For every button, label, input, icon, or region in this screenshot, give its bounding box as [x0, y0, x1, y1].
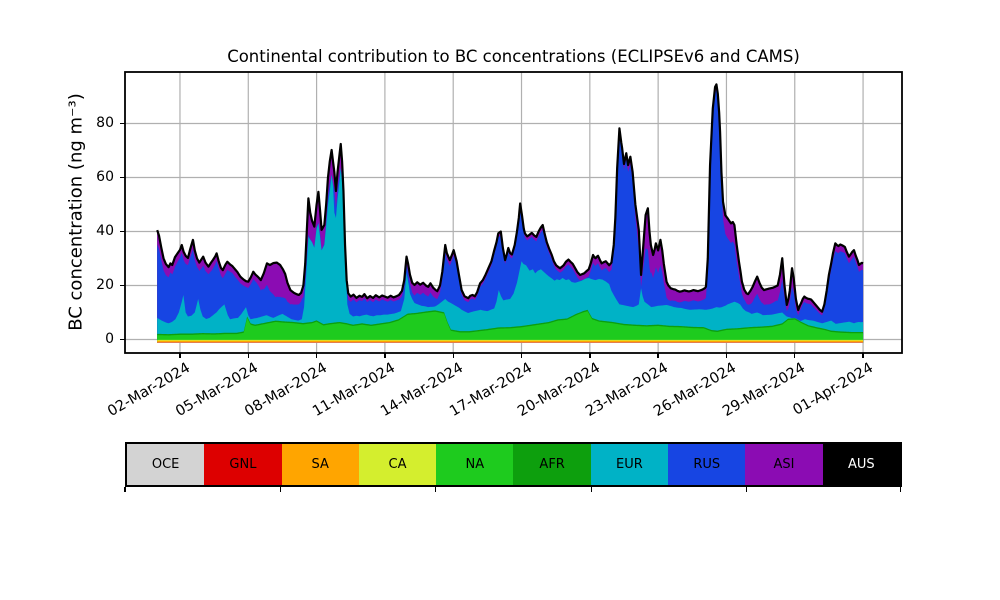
y-tick-label: 20 — [96, 276, 114, 293]
legend: OCE GNL SA CA NA AFR EUR RUS ASI AUS — [125, 442, 902, 487]
legend-item-gnl: GNL — [204, 444, 282, 485]
legend-item-aus: AUS — [822, 444, 900, 485]
x-tick — [315, 353, 318, 358]
x-tick — [725, 353, 728, 358]
y-tick — [120, 338, 125, 341]
legend-tick — [279, 487, 282, 492]
y-tick-label: 0 — [105, 330, 114, 347]
x-tick — [862, 353, 864, 358]
legend-item-na: NA — [436, 444, 514, 485]
x-tick — [794, 353, 796, 358]
legend-tick — [590, 487, 592, 492]
legend-item-ca: CA — [358, 444, 437, 485]
legend-item-asi: ASI — [745, 444, 823, 485]
legend-item-rus: RUS — [668, 444, 746, 485]
legend-item-sa: SA — [281, 444, 359, 485]
legend-item-eur: EUR — [590, 444, 669, 485]
y-tick — [120, 122, 125, 125]
x-tick — [520, 353, 523, 358]
legend-item-oce: OCE — [127, 444, 205, 485]
y-tick-label: 40 — [96, 222, 114, 239]
legend-tick — [435, 487, 437, 492]
plot-area — [124, 71, 903, 354]
legend-tick — [745, 487, 748, 492]
y-tick-label: 80 — [96, 114, 114, 131]
x-tick — [452, 353, 454, 358]
legend-item-afr: AFR — [513, 444, 591, 485]
y-tick — [120, 176, 125, 179]
chart-title: Continental contribution to BC concentra… — [227, 47, 800, 66]
plot-border — [124, 71, 903, 354]
x-tick — [384, 353, 386, 358]
y-tick — [120, 230, 125, 233]
legend-tick — [899, 487, 902, 492]
y-tick-label: 60 — [96, 168, 114, 185]
y-tick — [120, 284, 125, 287]
x-tick — [179, 353, 181, 358]
area-layer-eur — [157, 168, 864, 343]
area-layer-na — [157, 311, 864, 343]
total-outline — [156, 83, 864, 313]
legend-tick — [124, 487, 126, 492]
x-tick — [589, 353, 591, 358]
x-tick — [657, 353, 659, 358]
x-tick — [247, 353, 249, 358]
